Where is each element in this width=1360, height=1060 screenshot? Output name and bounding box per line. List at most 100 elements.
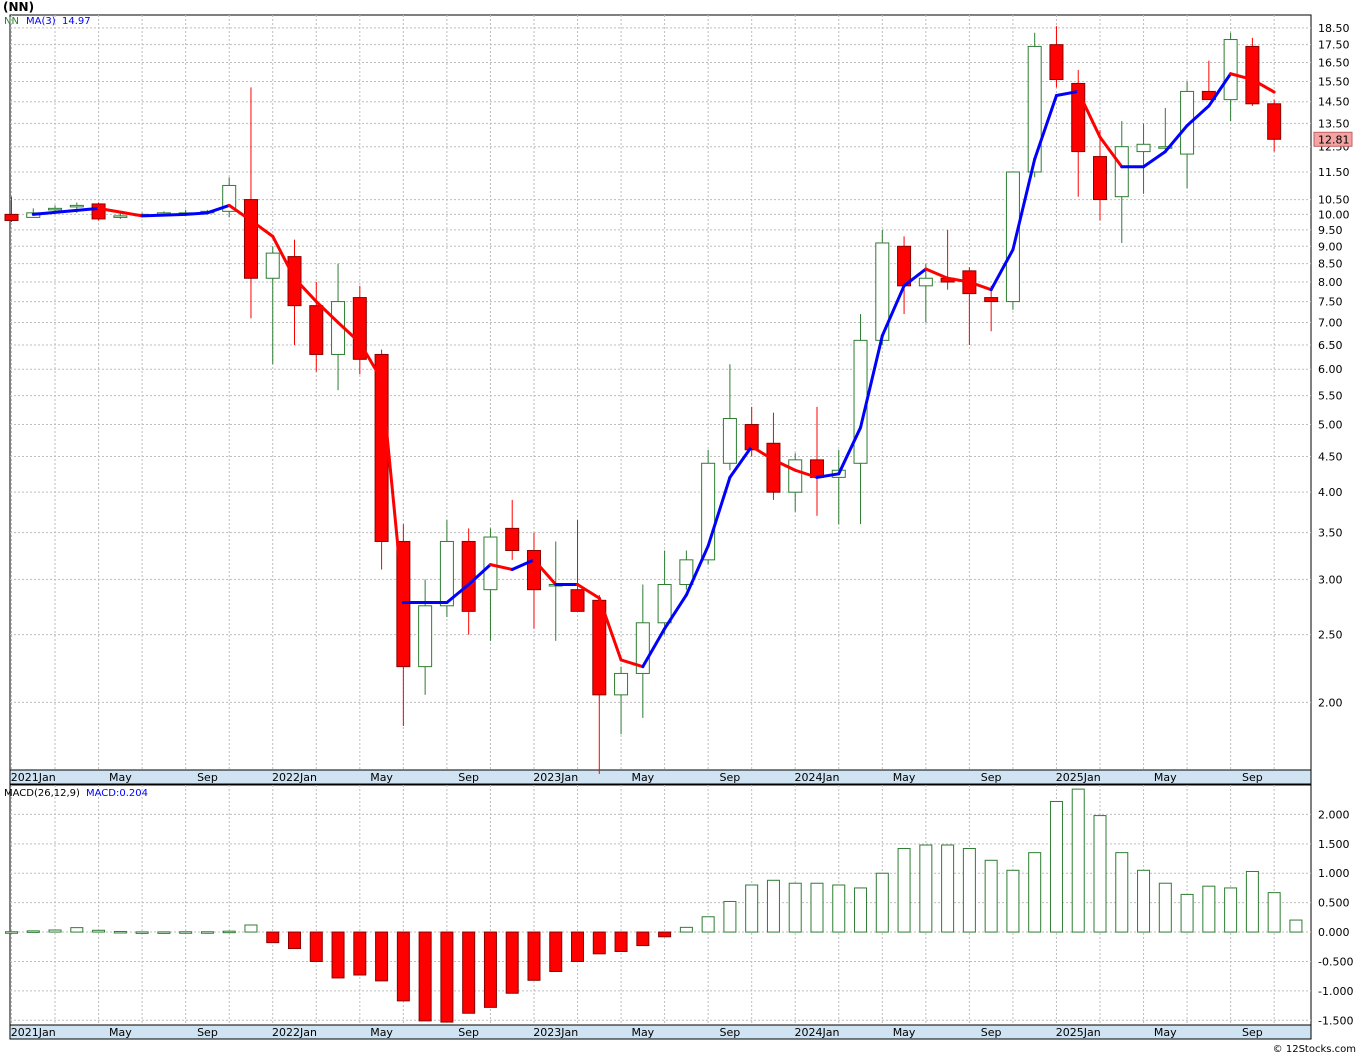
- macd-bar-positive: [1224, 887, 1238, 933]
- price-legend-ticker: NN: [4, 16, 19, 27]
- price-y-tick-label: 6.00: [1318, 363, 1343, 376]
- macd-bar-positive: [832, 884, 846, 933]
- candle-body-down: [766, 442, 781, 493]
- candle-body-up: [1005, 171, 1020, 303]
- macd-y-tick-label: -1.000: [1318, 985, 1353, 998]
- ma-segment: [380, 378, 405, 604]
- price-legend-ma: MA(3): [26, 16, 56, 27]
- ma-segment: [271, 234, 297, 280]
- macd-bar-positive: [1093, 815, 1107, 933]
- price-x-tick-label: Sep: [458, 771, 479, 784]
- macd-bar-positive: [701, 916, 715, 933]
- macd-x-tick-label: May: [631, 1026, 654, 1039]
- macd-bar-negative: [288, 931, 302, 950]
- ma-segment: [793, 468, 819, 479]
- macd-x-tick-label: 2023Jan: [533, 1026, 578, 1039]
- macd-bar-negative: [571, 931, 585, 962]
- macd-bar-negative: [353, 931, 367, 976]
- ticker-title: (NN): [3, 0, 34, 14]
- ma-segment: [184, 211, 209, 216]
- ma-segment: [967, 280, 993, 292]
- price-y-tick-label: 18.50: [1318, 22, 1350, 35]
- ma-segment: [837, 426, 863, 476]
- candle-body-down: [309, 305, 324, 355]
- macd-bar-positive: [788, 882, 802, 933]
- candle-body-up: [48, 207, 63, 211]
- macd-bar-negative: [309, 931, 323, 962]
- macd-bar-negative: [549, 931, 563, 972]
- ma-segment: [140, 212, 188, 218]
- last-price-label: 12.81: [1318, 133, 1350, 146]
- macd-x-tick-label: May: [109, 1026, 132, 1039]
- price-y-tick-label: 10.00: [1318, 208, 1350, 221]
- macd-x-tick-label: Sep: [1242, 1026, 1263, 1039]
- price-x-tick-label: May: [893, 771, 916, 784]
- ma-segment: [1229, 72, 1254, 82]
- macd-x-tick-label: 2022Jan: [272, 1026, 317, 1039]
- ma-segment: [706, 475, 732, 548]
- price-y-tick-label: 7.00: [1318, 317, 1343, 330]
- price-y-tick-label: 9.00: [1318, 240, 1343, 253]
- ma-segment: [989, 248, 1015, 292]
- candle-body-up: [1180, 90, 1195, 155]
- candle-body-down: [1267, 103, 1282, 140]
- ma-segment: [663, 593, 688, 631]
- candle-body-down: [243, 199, 258, 279]
- candle-body-up: [265, 252, 280, 279]
- candle-body-up: [1027, 45, 1042, 173]
- macd-x-tick-label: 2021Jan: [11, 1026, 56, 1039]
- ma-segment: [249, 218, 275, 238]
- price-y-tick-label: 8.00: [1318, 276, 1343, 289]
- price-y-tick-label: 2.00: [1318, 696, 1343, 709]
- macd-bar-positive: [1202, 885, 1216, 933]
- ma-segment: [1076, 89, 1102, 139]
- ma-segment: [641, 627, 667, 669]
- macd-bar-positive: [48, 929, 62, 933]
- price-x-tick-label: Sep: [197, 771, 218, 784]
- candle-body-up: [113, 215, 128, 218]
- ma-segment: [728, 445, 754, 479]
- macd-x-tick-label: Sep: [197, 1026, 218, 1039]
- macd-bar-positive: [135, 931, 149, 934]
- ma-segment: [1098, 135, 1124, 169]
- macd-date-axis: [9, 1024, 1312, 1040]
- ma-segment: [880, 284, 906, 338]
- macd-bar-negative: [375, 931, 389, 982]
- macd-bar-positive: [92, 929, 106, 933]
- candle-body-up: [788, 459, 803, 493]
- macd-bar-negative: [658, 931, 672, 938]
- price-y-tick-label: 17.50: [1318, 39, 1350, 52]
- macd-x-tick-label: 2025Jan: [1056, 1026, 1101, 1039]
- price-y-tick-label: 8.50: [1318, 258, 1343, 271]
- ma-segment: [1163, 124, 1189, 154]
- macd-bar-positive: [723, 900, 737, 933]
- watermark: © 12Stocks.com: [1273, 1044, 1356, 1055]
- macd-bar-positive: [854, 887, 868, 933]
- ma-segment: [358, 341, 384, 382]
- candle-body-down: [1093, 156, 1107, 201]
- macd-bar-positive: [766, 879, 780, 933]
- ma-segment: [1054, 89, 1080, 97]
- macd-bar-positive: [5, 931, 18, 934]
- macd-bar-negative: [266, 931, 280, 944]
- price-x-tick-label: 2023Jan: [533, 771, 578, 784]
- price-y-tick-label: 5.00: [1318, 419, 1343, 432]
- price-y-tick-label: 4.00: [1318, 486, 1343, 499]
- ma-segment: [815, 472, 841, 479]
- macd-bar-negative: [614, 931, 628, 952]
- macd-bar-positive: [1115, 852, 1129, 933]
- candle-body-down: [91, 203, 106, 220]
- ma-segment: [227, 203, 253, 222]
- price-x-tick-label: May: [631, 771, 654, 784]
- candle-body-up: [918, 277, 933, 287]
- macd-bar-negative: [462, 931, 476, 1014]
- macd-y-tick-label: 1.500: [1318, 838, 1350, 851]
- macd-legend-value: MACD:0.204: [86, 788, 148, 799]
- ma-segment: [576, 583, 601, 600]
- candle-body-up: [222, 184, 237, 212]
- candle-body-down: [984, 297, 999, 303]
- macd-bar-positive: [26, 930, 40, 933]
- ma-segment: [31, 206, 101, 216]
- price-x-tick-label: Sep: [720, 771, 741, 784]
- candle-body-down: [352, 297, 367, 360]
